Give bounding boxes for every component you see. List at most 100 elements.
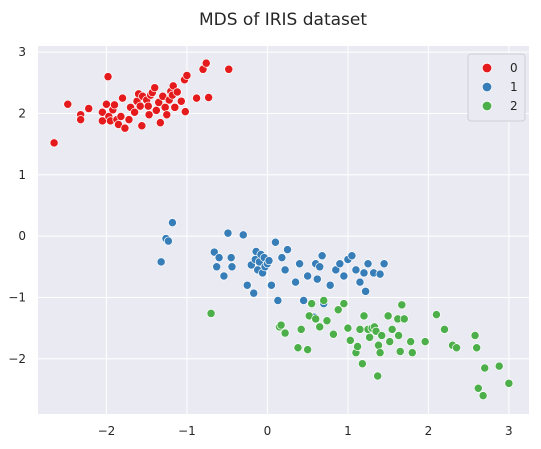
legend-item-2: 2 [481, 99, 518, 113]
scatter-point-class-0 [154, 97, 164, 107]
y-tick-label: 1 [18, 168, 26, 182]
scatter-point-class-2 [373, 371, 383, 381]
scatter-point-class-1 [325, 280, 335, 290]
scatter-point-class-0 [137, 121, 147, 131]
x-tick-label: −2 [98, 424, 116, 438]
legend-item-1: 1 [481, 80, 518, 94]
scatter-point-class-2 [377, 331, 387, 340]
chart-title: MDS of IRIS dataset [199, 10, 367, 30]
scatter-point-class-2 [276, 320, 286, 330]
scatter-point-class-2 [311, 314, 321, 324]
scatter-point-class-2 [315, 322, 325, 332]
scatter-point-class-0 [130, 107, 140, 117]
legend-marker-1 [481, 81, 493, 93]
scatter-point-class-2 [473, 383, 483, 393]
scatter-point-class-2 [478, 391, 488, 401]
scatter-point-class-1 [335, 259, 345, 269]
scatter-point-class-1 [163, 236, 173, 246]
y-tick-label: −2 [8, 352, 26, 366]
scatter-point-class-1 [299, 296, 309, 305]
data-points [49, 58, 514, 401]
scatter-point-class-2 [319, 296, 329, 305]
scatter-point-class-2 [293, 343, 303, 353]
scatter-point-class-0 [110, 100, 119, 110]
scatter-point-class-0 [144, 110, 154, 120]
scatter-point-class-0 [192, 93, 202, 103]
x-tick-label: 3 [505, 424, 513, 438]
scatter-point-class-0 [97, 107, 107, 117]
scatter-point-class-2 [345, 335, 355, 345]
y-tick-label: −1 [8, 290, 26, 304]
scatter-point-class-1 [291, 277, 301, 287]
scatter-point-class-2 [303, 345, 313, 355]
scatter-point-class-0 [180, 107, 190, 117]
scatter-point-class-2 [355, 324, 365, 334]
scatter-point-class-0 [103, 72, 113, 82]
scatter-point-class-2 [339, 299, 349, 309]
scatter-point-class-1 [295, 259, 305, 269]
scatter-point-class-0 [49, 138, 59, 148]
legend-label-2: 2 [510, 99, 518, 113]
x-tick-label: 0 [264, 424, 272, 438]
legend-label-0: 0 [510, 61, 518, 75]
scatter-point-class-2 [374, 340, 383, 350]
scatter-point-class-2 [470, 331, 480, 340]
scatter-point-class-1 [315, 262, 325, 272]
scatter-point-class-1 [361, 286, 371, 296]
scatter-point-class-2 [359, 311, 369, 321]
scatter-point-class-1 [238, 230, 248, 240]
scatter-point-class-0 [116, 112, 126, 121]
scatter-point-class-1 [242, 280, 252, 290]
legend-item-0: 0 [481, 61, 518, 75]
scatter-point-class-1 [312, 274, 322, 284]
scatter-point-class-0 [124, 115, 134, 125]
scatter-point-class-1 [351, 265, 361, 275]
scatter-point-class-2 [307, 299, 317, 309]
legend-marker-0 [481, 62, 493, 74]
scatter-point-class-0 [162, 110, 172, 120]
scatter-point-class-2 [420, 337, 430, 347]
scatter-point-class-0 [150, 83, 160, 93]
y-tick-label: 2 [18, 106, 26, 120]
scatter-point-class-2 [431, 310, 441, 320]
scatter-point-class-1 [280, 265, 290, 275]
x-tick-label: 2 [425, 424, 433, 438]
scatter-point-class-0 [224, 64, 234, 74]
scatter-point-class-1 [167, 218, 177, 228]
scatter-point-class-1 [219, 271, 229, 281]
scatter-point-class-0 [160, 102, 170, 112]
scatter-point-class-0 [135, 101, 145, 111]
y-tick-label: 0 [18, 229, 26, 243]
scatter-point-class-1 [303, 271, 313, 281]
scatter-point-class-2 [206, 308, 216, 318]
scatter-point-class-0 [155, 118, 165, 128]
scatter-point-class-1 [339, 271, 349, 281]
scatter-point-class-2 [387, 324, 397, 334]
scatter-point-class-1 [266, 280, 276, 290]
grid-lines [38, 46, 529, 414]
scatter-point-class-1 [156, 257, 166, 267]
scatter-point-class-0 [204, 93, 214, 102]
scatter-point-class-0 [118, 93, 127, 103]
legend-label-1: 1 [510, 80, 518, 94]
scatter-point-class-2 [333, 305, 343, 315]
x-tick-label: 1 [344, 424, 352, 438]
scatter-point-class-1 [363, 259, 373, 269]
scatter-point-class-1 [375, 269, 385, 279]
x-tick-label: −1 [178, 424, 196, 438]
scatter-point-class-1 [212, 262, 222, 272]
scatter-point-class-0 [182, 70, 192, 80]
scatter-point-class-2 [357, 359, 367, 369]
scatter-point-class-1 [347, 251, 357, 261]
scatter-point-class-2 [322, 316, 332, 326]
scatter-point-class-2 [504, 378, 514, 388]
scatter-point-class-0 [168, 81, 178, 91]
scatter-point-class-1 [226, 253, 236, 263]
scatter-point-class-0 [151, 105, 161, 115]
legend: 0 1 2 [467, 53, 526, 122]
scatter-point-class-2 [296, 324, 306, 334]
scatter-point-class-1 [264, 256, 274, 266]
scatter-point-class-2 [452, 343, 462, 353]
scatter-point-class-1 [214, 253, 224, 263]
